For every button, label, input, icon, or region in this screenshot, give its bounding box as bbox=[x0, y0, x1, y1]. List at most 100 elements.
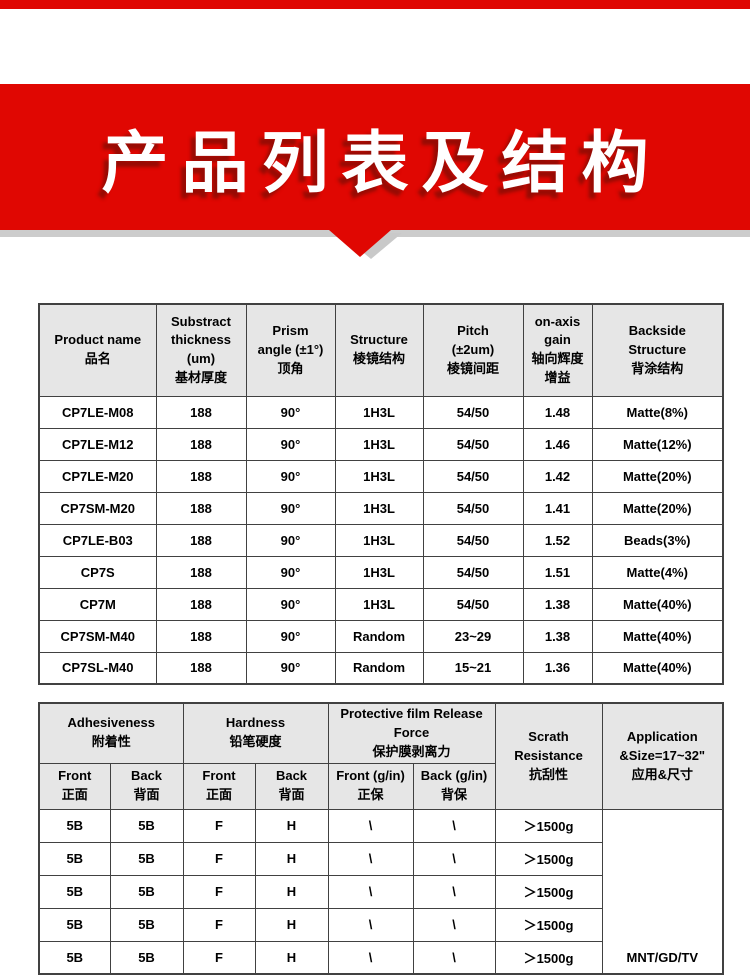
cell-film-back: \ bbox=[412, 841, 496, 876]
cell-structure: 1H3L bbox=[334, 523, 424, 557]
cell-scratch: ＞1500g bbox=[494, 907, 603, 942]
header-label-en: Front bbox=[58, 768, 92, 784]
cell-product: CP7S bbox=[38, 555, 157, 589]
table-row: CP7SM-M40 188 90° Random 23~29 1.38 Matte(40%) bbox=[38, 619, 724, 653]
header-label-en: Back bbox=[130, 768, 163, 784]
table-row: CP7LE-M12 188 90° 1H3L 54/50 1.46 Matte(12%) bbox=[38, 427, 724, 461]
header-label-en: Hardness bbox=[225, 715, 286, 731]
cell-gain: 1.51 bbox=[522, 555, 593, 589]
cell-structure: Random bbox=[334, 651, 424, 685]
header-label-zh: 附着性 bbox=[91, 734, 131, 750]
table-row: CP7M 188 90° 1H3L 54/50 1.38 Matte(40%) bbox=[38, 587, 724, 621]
table-row: CP7SL-M40 188 90° Random 15~21 1.36 Matte(40%) bbox=[38, 651, 724, 685]
cell-backside: Matte(4%) bbox=[591, 555, 724, 589]
header-label-en: Application &Size=17~32" bbox=[619, 729, 706, 763]
cell-adh-front: 5B bbox=[38, 874, 111, 909]
cell-hard-back: H bbox=[254, 907, 329, 942]
cell-thickness: 188 bbox=[155, 619, 247, 653]
cell-gain: 1.41 bbox=[522, 491, 593, 525]
cell-pitch: 15~21 bbox=[422, 651, 524, 685]
cell-hard-back: H bbox=[254, 808, 329, 843]
cell-hard-front: F bbox=[182, 808, 256, 843]
cell-adh-back: 5B bbox=[109, 841, 184, 876]
cell-pitch: 54/50 bbox=[422, 395, 524, 429]
header-label-zh: 棱镜间距 bbox=[446, 360, 499, 376]
cell-pitch: 54/50 bbox=[422, 427, 524, 461]
cell-adh-front: 5B bbox=[38, 907, 111, 942]
header-label-en: Scrath Resistance bbox=[514, 729, 583, 763]
cell-pitch: 23~29 bbox=[422, 619, 524, 653]
header-backside-structure: Backside Structure 背涂结构 bbox=[591, 303, 724, 397]
cell-thickness: 188 bbox=[155, 651, 247, 685]
cell-gain: 1.38 bbox=[522, 619, 593, 653]
header-label-zh: 正保 bbox=[357, 787, 384, 803]
property-table: Adhesiveness 附着性 Hardness 铅笔硬度 Protectiv… bbox=[38, 702, 725, 975]
cell-application: MNT/GD/TV bbox=[601, 808, 724, 975]
header-label-en: Substract thickness (um) bbox=[171, 313, 231, 367]
cell-angle: 90° bbox=[245, 555, 336, 589]
header-label-zh: 背涂结构 bbox=[631, 360, 684, 376]
cell-structure: 1H3L bbox=[334, 491, 424, 525]
cell-film-back: \ bbox=[412, 907, 496, 942]
header-label-zh: 正面 bbox=[61, 787, 88, 803]
header-label-zh: 正面 bbox=[205, 787, 232, 803]
cell-adh-front: 5B bbox=[38, 808, 111, 843]
subheader-hard-front: Front 正面 bbox=[182, 762, 256, 810]
cell-gain: 1.48 bbox=[522, 395, 593, 429]
table-row: 5B 5B F H \ \ ＞1500g bbox=[38, 841, 723, 876]
cell-gain: 1.42 bbox=[522, 459, 593, 493]
cell-gain: 1.38 bbox=[522, 587, 593, 621]
table-row: CP7S 188 90° 1H3L 54/50 1.51 Matte(4%) bbox=[38, 555, 724, 589]
page-title: 产品列表及结构 bbox=[101, 125, 662, 201]
cell-film-front: \ bbox=[327, 874, 414, 909]
header-substrate-thickness: Substract thickness (um) 基材厚度 bbox=[155, 303, 247, 397]
cell-thickness: 188 bbox=[155, 427, 247, 461]
banner-pointer bbox=[329, 230, 391, 257]
cell-structure: 1H3L bbox=[334, 427, 424, 461]
header-label-en: Protective film Release Force bbox=[340, 706, 483, 740]
cell-product: CP7LE-B03 bbox=[38, 523, 157, 557]
cell-hard-front: F bbox=[182, 907, 256, 942]
cell-thickness: 188 bbox=[155, 523, 247, 557]
subheader-adh-front: Front 正面 bbox=[38, 762, 111, 810]
cell-hard-front: F bbox=[182, 874, 256, 909]
table-row: CP7SM-M20 188 90° 1H3L 54/50 1.41 Matte(20%) bbox=[38, 491, 724, 525]
header-label-zh: 保护膜剥离力 bbox=[372, 743, 451, 759]
cell-thickness: 188 bbox=[155, 491, 247, 525]
cell-film-back: \ bbox=[412, 874, 496, 909]
cell-structure: 1H3L bbox=[334, 395, 424, 429]
cell-backside: Beads(3%) bbox=[591, 523, 724, 557]
header-on-axis-gain: on-axis gain 轴向辉度增益 bbox=[522, 303, 593, 397]
header-label-zh: 品名 bbox=[84, 351, 111, 367]
cell-film-back: \ bbox=[412, 940, 496, 975]
cell-thickness: 188 bbox=[155, 459, 247, 493]
cell-backside: Matte(40%) bbox=[591, 619, 724, 653]
table-row: 5B 5B F H \ \ ＞1500g bbox=[38, 907, 723, 942]
header-release-force: Protective film Release Force 保护膜剥离力 bbox=[327, 702, 496, 764]
cell-backside: Matte(40%) bbox=[591, 587, 724, 621]
header-structure: Structure 棱镜结构 bbox=[334, 303, 424, 397]
cell-backside: Matte(40%) bbox=[591, 651, 724, 685]
subheader-film-front: Front (g/in) 正保 bbox=[327, 762, 414, 810]
cell-hard-front: F bbox=[182, 841, 256, 876]
cell-angle: 90° bbox=[245, 459, 336, 493]
header-label-zh: 背保 bbox=[441, 787, 468, 803]
header-label-zh: 棱镜结构 bbox=[352, 351, 405, 367]
header-label-en: Product name bbox=[54, 332, 142, 348]
cell-angle: 90° bbox=[245, 427, 336, 461]
cell-structure: 1H3L bbox=[334, 587, 424, 621]
cell-gain: 1.52 bbox=[522, 523, 593, 557]
cell-angle: 90° bbox=[245, 587, 336, 621]
cell-product: CP7LE-M12 bbox=[38, 427, 157, 461]
cell-hard-back: H bbox=[254, 874, 329, 909]
cell-hard-back: H bbox=[254, 841, 329, 876]
header-prism-angle: Prism angle (±1°) 顶角 bbox=[245, 303, 336, 397]
cell-pitch: 54/50 bbox=[422, 491, 524, 525]
cell-structure: 1H3L bbox=[334, 459, 424, 493]
cell-adh-back: 5B bbox=[109, 808, 184, 843]
header-product-name: Product name 品名 bbox=[38, 303, 157, 397]
table-row: 5B 5B F H \ \ ＞1500g MNT/GD/TV bbox=[38, 808, 724, 975]
cell-film-front: \ bbox=[327, 808, 414, 843]
header-hardness: Hardness 铅笔硬度 bbox=[182, 702, 329, 764]
cell-angle: 90° bbox=[245, 523, 336, 557]
